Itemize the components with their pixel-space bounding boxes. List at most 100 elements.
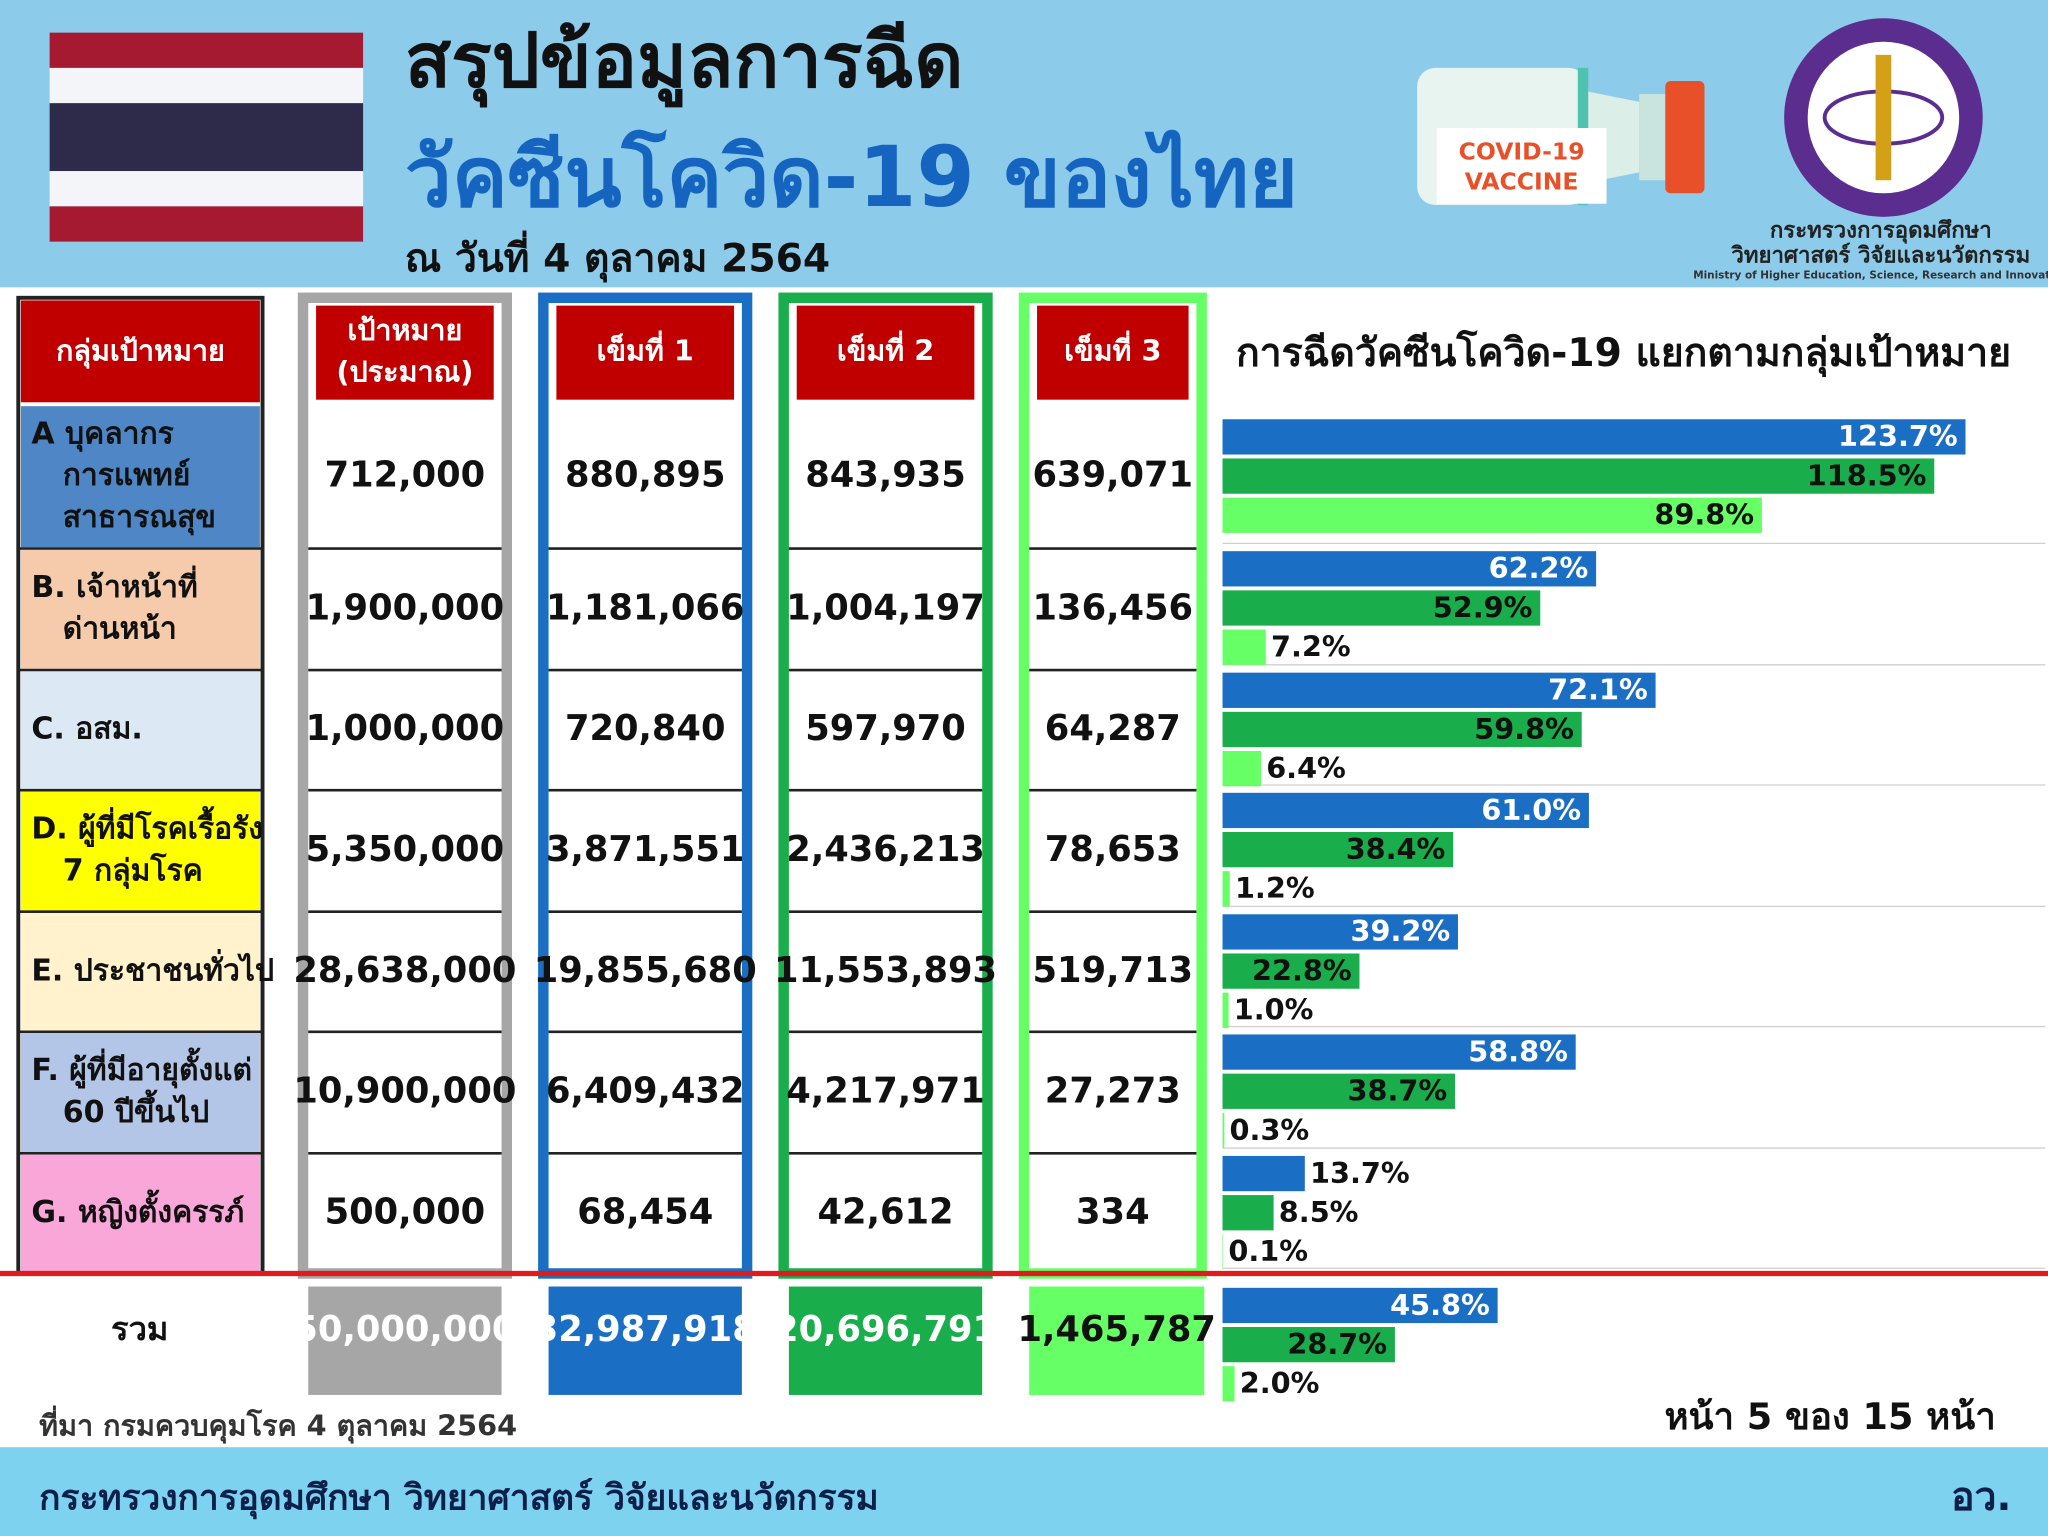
footer-org: กระทรวงการอุดมศึกษา วิทยาศาสตร์ วิจัยและ… <box>39 1477 879 1519</box>
bar <box>1222 419 1966 455</box>
cell-value: 6,409,432 <box>546 1071 744 1112</box>
column-frame <box>1018 292 1207 1279</box>
bar <box>1222 1073 1455 1109</box>
bar <box>1222 792 1589 829</box>
thai-flag <box>49 32 364 242</box>
value-label: 39.2% <box>1350 914 1450 948</box>
value-label: 22.8% <box>1252 953 1352 987</box>
bar <box>1222 551 1597 587</box>
header-text: กลุ่มเป้าหมาย <box>56 334 225 369</box>
group-cell <box>20 406 260 548</box>
header-text: เข็มที่ 1 <box>597 330 694 368</box>
cell-value: 11,553,893 <box>774 950 997 991</box>
title: วัคซีนโควิด-19 ของไทย <box>405 128 1298 226</box>
ministry-logo <box>1784 18 1983 217</box>
bar <box>1222 590 1541 626</box>
ministry-name-en: Ministry of Higher Education, Science, R… <box>1693 270 2048 282</box>
bar <box>1222 1195 1274 1231</box>
value-label: 13.7% <box>1310 1156 1410 1190</box>
cell-value: 19,855,680 <box>534 950 757 991</box>
group-label: G. หญิงตั้งครรภ์ <box>31 1189 244 1230</box>
total-value: 1,465,787 <box>1017 1309 1215 1350</box>
cell-value: 843,935 <box>805 455 966 496</box>
header-cell <box>556 305 735 400</box>
group-cell <box>20 791 260 911</box>
cell-value: 10,900,000 <box>293 1071 516 1112</box>
ministry-name: กระทรวงการอุดมศึกษา <box>1770 218 1992 245</box>
cell-value: 334 <box>1076 1191 1150 1232</box>
value-label: 8.5% <box>1279 1195 1359 1229</box>
group-cell <box>20 549 260 669</box>
column-frame <box>778 292 993 1279</box>
cell-value: 42,612 <box>818 1191 954 1232</box>
bar <box>1222 832 1454 868</box>
bar <box>1222 1234 1224 1270</box>
chart-title: การฉีดวัคซีนโควิด-19 แยกตามกลุ่มเป้าหมาย <box>1236 329 2011 377</box>
cell-value: 519,713 <box>1033 950 1194 991</box>
value-label: 123.7% <box>1838 419 1958 453</box>
date: ณ วันที่ 4 ตุลาคม 2564 <box>405 231 830 283</box>
bar <box>1222 1287 1498 1324</box>
cell-value: 1,004,197 <box>786 587 984 628</box>
value-label: 52.9% <box>1433 590 1533 624</box>
page-number: หน้า 5 ของ 15 หน้า <box>1664 1395 1995 1438</box>
chart: 123.7% 118.5% 89.8% 62.2% 52.9% 7.2% 72.1% 59.8… <box>1222 419 2046 1402</box>
value-label: 62.2% <box>1489 551 1589 585</box>
value-label: 72.1% <box>1548 673 1648 707</box>
value-label: 45.8% <box>1390 1288 1490 1322</box>
cell-value: 78,653 <box>1045 829 1181 870</box>
bar <box>1222 992 1229 1028</box>
value-label: 38.7% <box>1347 1074 1447 1108</box>
header-text: เข็มที่ 3 <box>1064 330 1161 368</box>
value-label: 1.2% <box>1235 871 1315 905</box>
value-label: 0.3% <box>1230 1113 1310 1147</box>
value-label: 61.0% <box>1481 793 1581 827</box>
bar <box>1222 1366 1235 1402</box>
value-label: 2.0% <box>1240 1366 1320 1400</box>
footer-abbr: อว. <box>1951 1475 2011 1520</box>
cell-value: 1,900,000 <box>306 587 504 628</box>
cell-value: 712,000 <box>325 455 486 496</box>
total-value: 20,696,791 <box>774 1309 997 1350</box>
group-label: B. เจ้าหน้าที่ <box>31 565 197 605</box>
bar <box>1222 711 1582 748</box>
bar <box>1222 1112 1225 1149</box>
value-label: 0.1% <box>1228 1234 1308 1268</box>
cell-value: 68,454 <box>577 1191 713 1232</box>
group-label: 7 กลุ่มโรค <box>63 851 203 889</box>
bar <box>1222 953 1360 989</box>
bar <box>1222 914 1458 950</box>
footer-bg <box>0 1447 2048 1536</box>
vaccine-text: VACCINE <box>1465 167 1579 195</box>
bar <box>1222 871 1230 907</box>
value-label: 59.8% <box>1474 712 1574 746</box>
cell-value: 136,456 <box>1033 587 1194 628</box>
group-cell <box>20 1033 260 1152</box>
cell-value: 3,871,551 <box>546 829 744 870</box>
value-label: 38.4% <box>1346 832 1446 866</box>
total-value: 32,987,918 <box>534 1309 757 1350</box>
bar <box>1222 672 1656 708</box>
value-label: 1.0% <box>1234 993 1314 1027</box>
header-text: เข็มที่ 2 <box>837 330 934 368</box>
header-cell <box>1037 305 1189 400</box>
header-text: เป้าหมาย <box>347 313 462 347</box>
cell-value: 5,350,000 <box>306 829 504 870</box>
bar <box>1222 1327 1395 1363</box>
value-label: 58.8% <box>1468 1034 1568 1068</box>
cell-value: 880,895 <box>565 455 726 496</box>
column-frame <box>297 292 512 1279</box>
group-cell <box>20 671 260 789</box>
vaccine-bottle <box>1417 67 1705 206</box>
cell-value: 64,287 <box>1045 708 1181 749</box>
total-cell <box>1029 1286 1205 1395</box>
cell-value: 27,273 <box>1045 1071 1181 1112</box>
header-text: (ประมาณ) <box>336 355 473 389</box>
total-value: 50,000,000 <box>293 1309 516 1350</box>
cell-value: 500,000 <box>325 1191 486 1232</box>
column-frame <box>538 292 753 1279</box>
cell-value: 597,970 <box>805 708 966 749</box>
cell-value: 4,217,971 <box>786 1071 984 1112</box>
